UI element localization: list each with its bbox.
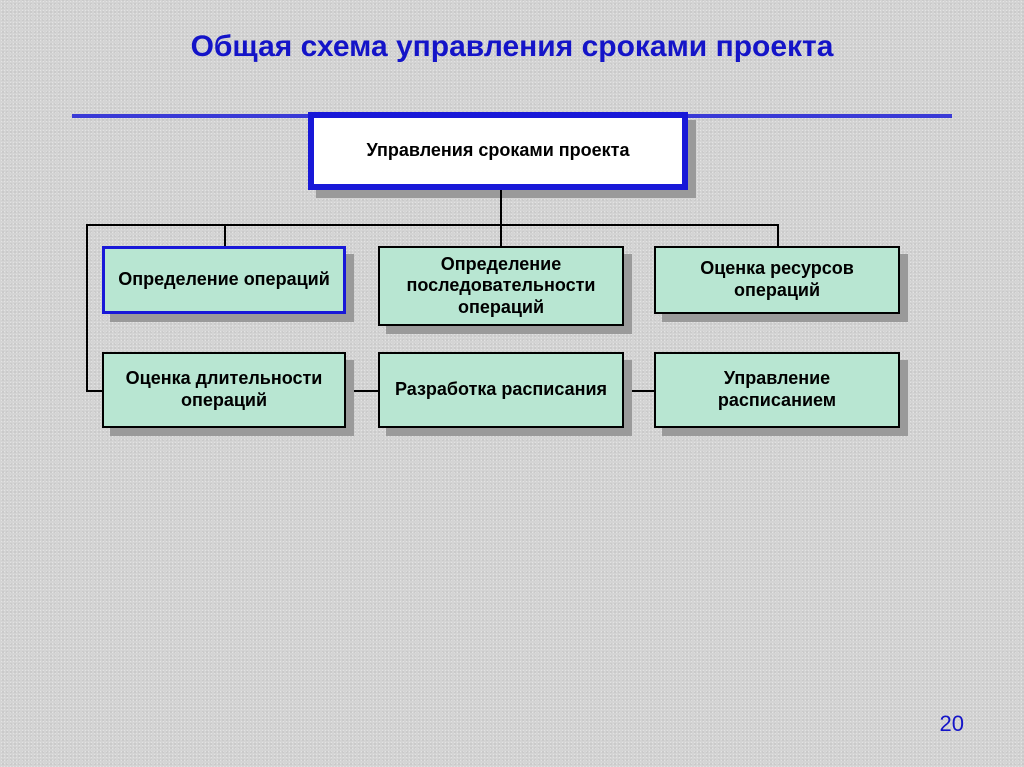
connector-v	[224, 224, 226, 248]
node-sched-mgmt-label: Управление расписанием	[666, 368, 888, 411]
connector-v	[777, 224, 779, 248]
node-sched-mgmt: Управление расписанием	[654, 352, 900, 428]
connector-v	[500, 190, 502, 226]
slide: Общая схема управления сроками проекта У…	[0, 0, 1024, 767]
node-op-def: Определение операций	[102, 246, 346, 314]
node-seq-def: Определение последовательности операций	[378, 246, 624, 326]
root-node: Управления сроками проекта	[308, 112, 688, 190]
node-seq-def-label: Определение последовательности операций	[390, 254, 612, 319]
node-sched-dev: Разработка расписания	[378, 352, 624, 428]
node-dur-est: Оценка длительности операций	[102, 352, 346, 428]
connector-h	[86, 224, 226, 226]
node-op-def-label: Определение операций	[118, 269, 330, 291]
node-res-est: Оценка ресурсов операций	[654, 246, 900, 314]
node-dur-est-label: Оценка длительности операций	[114, 368, 334, 411]
node-res-est-label: Оценка ресурсов операций	[666, 258, 888, 301]
page-number: 20	[940, 711, 964, 737]
node-sched-dev-label: Разработка расписания	[395, 379, 607, 401]
connector-v	[86, 224, 88, 392]
connector-v	[500, 224, 502, 248]
root-node-label: Управления сроками проекта	[367, 140, 630, 162]
slide-title: Общая схема управления сроками проекта	[0, 30, 1024, 65]
